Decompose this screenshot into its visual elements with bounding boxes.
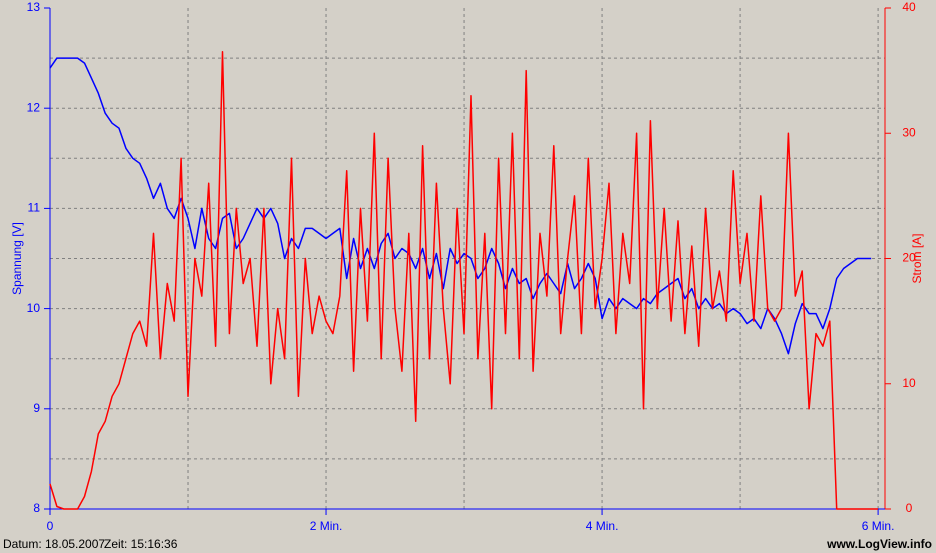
y2-tick-label: 30	[902, 125, 916, 139]
x-tick-label: 2 Min.	[310, 519, 343, 533]
footer-time: Zeit: 15:16:36	[104, 537, 178, 551]
y2-axis-label: Strom [A]	[910, 233, 924, 283]
y-tick-label: 8	[33, 501, 40, 515]
footer-date: Datum: 18.05.2007	[3, 537, 105, 551]
y-axis-label: Spannung [V]	[10, 222, 24, 295]
y-tick-label: 11	[28, 201, 41, 215]
footer-url: www.LogView.info	[826, 537, 932, 551]
y2-tick-label: 0	[906, 501, 913, 515]
series-line	[49, 51, 879, 510]
x-tick-label: 6 Min.	[862, 519, 895, 533]
y-tick-label: 13	[27, 0, 41, 14]
y-tick-label: 9	[33, 401, 40, 415]
x-tick-label: 0	[47, 519, 54, 533]
y-tick-label: 10	[27, 301, 41, 315]
y2-tick-label: 40	[902, 0, 916, 14]
y-tick-label: 12	[27, 100, 41, 114]
x-tick-label: 4 Min.	[586, 519, 619, 533]
y2-tick-label: 20	[902, 251, 916, 265]
y2-tick-label: 10	[902, 376, 916, 390]
